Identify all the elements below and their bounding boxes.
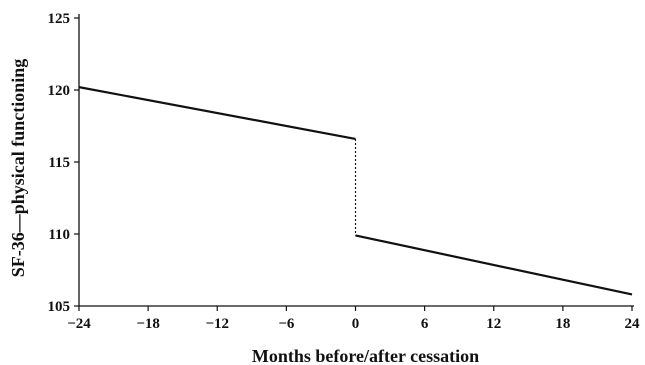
series-lines bbox=[78, 86, 633, 296]
x-tick-label: 0 bbox=[352, 316, 360, 332]
x-axis-label: Months before/after cessation bbox=[252, 346, 479, 365]
x-tick-label: 24 bbox=[625, 316, 641, 332]
series-line-after bbox=[355, 234, 633, 296]
x-tick-label: 18 bbox=[555, 316, 570, 332]
series-line-before bbox=[78, 86, 356, 141]
x-tick-label: 6 bbox=[421, 316, 429, 332]
y-axis-ticks: 105 110 115 120 125 bbox=[48, 11, 79, 315]
y-tick-label: 120 bbox=[48, 83, 71, 99]
y-tick-label: 115 bbox=[48, 155, 70, 171]
x-tick-label: 12 bbox=[486, 316, 501, 332]
x-tick-label: −24 bbox=[67, 316, 91, 332]
y-axis-label: SF-36—physical functioning bbox=[8, 59, 28, 278]
y-tick-label: 125 bbox=[48, 11, 71, 27]
x-tick-label: −6 bbox=[278, 316, 295, 332]
x-tick-label: −18 bbox=[136, 316, 160, 332]
y-tick-label: 105 bbox=[48, 299, 71, 315]
y-tick-label: 110 bbox=[48, 227, 70, 243]
axes bbox=[78, 14, 634, 307]
x-tick-label: −12 bbox=[205, 316, 229, 332]
x-axis-ticks: −24 −18 −12 −6 0 6 12 18 24 bbox=[67, 306, 640, 332]
